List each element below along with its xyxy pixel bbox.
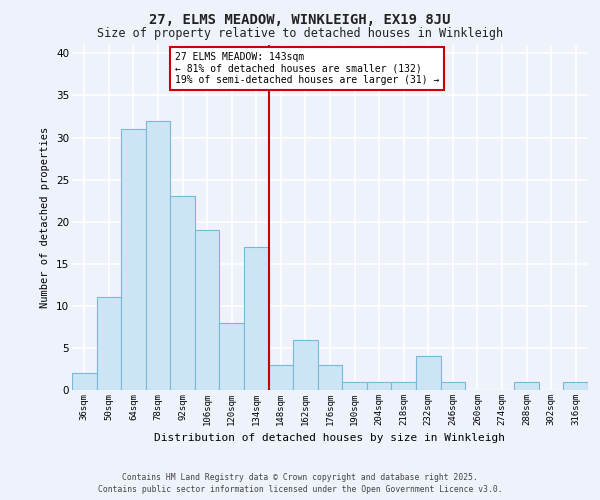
Text: Size of property relative to detached houses in Winkleigh: Size of property relative to detached ho… bbox=[97, 28, 503, 40]
Bar bbox=[170, 196, 195, 390]
Bar bbox=[244, 247, 269, 390]
Text: 27 ELMS MEADOW: 143sqm
← 81% of detached houses are smaller (132)
19% of semi-de: 27 ELMS MEADOW: 143sqm ← 81% of detached… bbox=[175, 52, 440, 85]
Bar bbox=[121, 129, 146, 390]
Bar bbox=[416, 356, 440, 390]
Bar bbox=[195, 230, 220, 390]
Bar bbox=[318, 365, 342, 390]
Text: Contains HM Land Registry data © Crown copyright and database right 2025.
Contai: Contains HM Land Registry data © Crown c… bbox=[98, 472, 502, 494]
Bar bbox=[72, 373, 97, 390]
Bar bbox=[514, 382, 539, 390]
Bar bbox=[97, 298, 121, 390]
Bar bbox=[269, 365, 293, 390]
Text: 27, ELMS MEADOW, WINKLEIGH, EX19 8JU: 27, ELMS MEADOW, WINKLEIGH, EX19 8JU bbox=[149, 12, 451, 26]
Y-axis label: Number of detached properties: Number of detached properties bbox=[40, 127, 50, 308]
Bar bbox=[563, 382, 588, 390]
Bar bbox=[293, 340, 318, 390]
X-axis label: Distribution of detached houses by size in Winkleigh: Distribution of detached houses by size … bbox=[155, 434, 505, 444]
Bar bbox=[342, 382, 367, 390]
Bar bbox=[367, 382, 391, 390]
Bar bbox=[391, 382, 416, 390]
Bar bbox=[146, 120, 170, 390]
Bar bbox=[440, 382, 465, 390]
Bar bbox=[220, 322, 244, 390]
